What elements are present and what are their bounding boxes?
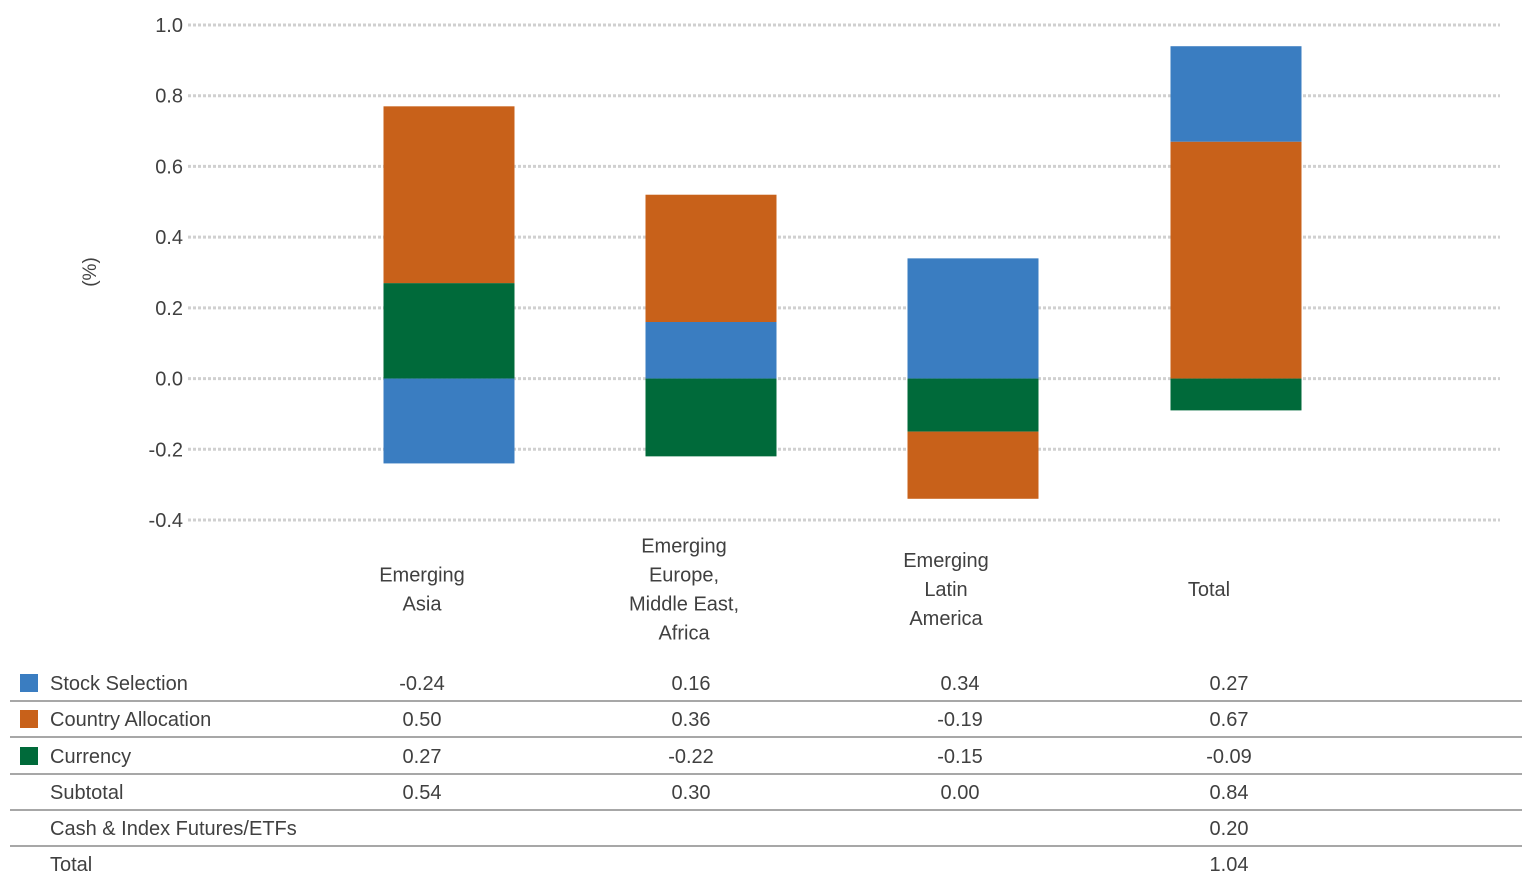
table-cell: 1.04 [1210, 854, 1249, 875]
bar-stock-selection [907, 258, 1039, 379]
table-cell: 0.16 [672, 673, 711, 695]
y-tick-label: 0.8 [155, 86, 183, 108]
y-tick-label: -0.2 [149, 439, 183, 461]
category-label: Europe, [649, 565, 719, 587]
category-label: Latin [924, 579, 967, 601]
table-cell: 0.54 [403, 782, 442, 804]
bar-currency [383, 283, 515, 379]
table-cell: 0.84 [1210, 782, 1249, 804]
bar-stock-selection [645, 322, 777, 379]
legend-swatch [20, 747, 38, 765]
table-cell: 0.27 [403, 746, 442, 768]
bar-country-allocation [907, 431, 1039, 499]
category-label: America [909, 608, 983, 630]
bar-stock-selection [383, 378, 515, 464]
category-label: Asia [403, 594, 443, 616]
y-tick-label: 0.4 [155, 227, 183, 249]
category-label: Total [1188, 579, 1230, 601]
table-cell: -0.15 [937, 746, 983, 768]
table-cell: 0.67 [1210, 709, 1249, 731]
table-cell: 0.50 [403, 709, 442, 731]
y-tick-label: 0.0 [155, 369, 183, 391]
table-row-label: Currency [50, 746, 131, 768]
y-tick-label: 0.6 [155, 156, 183, 178]
table-cell: 0.00 [941, 782, 980, 804]
table-cell: 0.20 [1210, 818, 1249, 840]
category-label: Africa [658, 623, 710, 645]
table-row-label: Subtotal [50, 782, 123, 804]
category-label: Emerging [379, 565, 465, 587]
table-cell: 0.34 [941, 673, 980, 695]
bar-currency [1170, 378, 1302, 411]
category-label: Emerging [903, 550, 989, 572]
y-tick-label: 1.0 [155, 15, 183, 37]
bar-country-allocation [645, 194, 777, 322]
table-cell: 0.36 [672, 709, 711, 731]
table-cell: -0.24 [399, 673, 445, 695]
legend-swatch [20, 710, 38, 728]
table-cell: -0.19 [937, 709, 983, 731]
y-axis-label: (%) [80, 257, 101, 287]
table-row-label: Cash & Index Futures/ETFs [50, 818, 297, 840]
y-tick-label: 0.2 [155, 298, 183, 320]
category-label: Emerging [641, 536, 727, 558]
table-cell: -0.09 [1206, 746, 1252, 768]
table-cell: 0.27 [1210, 673, 1249, 695]
table-row-label: Total [50, 854, 92, 875]
bar-currency [645, 378, 777, 457]
bar-country-allocation [1170, 141, 1302, 379]
bar-country-allocation [383, 106, 515, 284]
category-label: Middle East, [629, 594, 739, 616]
table-row-label: Stock Selection [50, 673, 188, 695]
table-cell: 0.30 [672, 782, 711, 804]
bar-currency [907, 378, 1039, 432]
table-cell: -0.22 [668, 746, 714, 768]
y-tick-label: -0.4 [149, 510, 183, 532]
bar-stock-selection [1170, 46, 1302, 142]
table-row-label: Country Allocation [50, 709, 211, 731]
legend-swatch [20, 674, 38, 692]
